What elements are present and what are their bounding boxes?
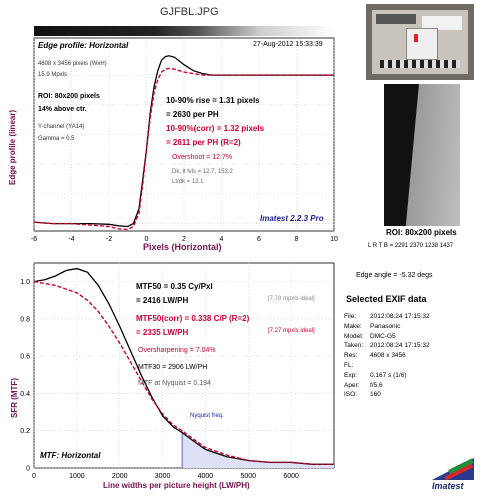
overshoot: Overshoot = 12.7%: [172, 154, 233, 161]
exif-row: Make: Panasonic: [344, 322, 401, 330]
y-tick-label: 0.8: [20, 316, 30, 323]
chart-thumbnail: [366, 4, 474, 80]
x-tick-label: 4: [220, 236, 224, 243]
x-tick-label: -4: [68, 236, 74, 243]
x-tick-label: 5000: [240, 473, 256, 480]
exif-row: File: 2012:08:24 17:15:32: [344, 313, 430, 320]
exif-row: Model: DMC-G5: [344, 332, 396, 340]
mtf50-line1: MTF50 = 0.35 Cy/Pxl: [136, 282, 213, 291]
series-line-corrected: [33, 280, 334, 465]
edge-mpxls: 15.9 Mpxls: [38, 72, 68, 78]
x-tick-label: 2: [182, 236, 186, 243]
exif-row: Taken: 2012:08:24 17:15:32: [344, 342, 430, 350]
edge-gamma: Gamma = 0.5: [38, 136, 75, 142]
exif-row: FL:: [344, 361, 354, 369]
mtf50-corr-line2: = 2335 LW/PH: [136, 328, 189, 337]
x-tick-label: -2: [106, 236, 112, 243]
y-tick-label: 0.6: [20, 354, 30, 361]
mtf-xlabel: Line widths per picture height (LW/PH): [103, 481, 250, 490]
edge-dims: 4608 x 3456 pixels (WxH): [38, 61, 107, 67]
edge-timestamp: 27-Aug-2012 15:33:39: [253, 41, 323, 48]
exif-table: File: 2012:08:24 17:15:32 Make: Panasonic …: [344, 312, 430, 400]
imatest-version: Imatest 2.2.3 Pro: [260, 214, 324, 223]
exif-row: ISO: 160: [344, 391, 381, 399]
rise-line1: 10-90% rise = 1.31 pixels: [166, 96, 260, 105]
edge-above: 14% above ctr.: [38, 106, 87, 113]
roi-size: ROI: 80x200 pixels: [386, 228, 457, 237]
rise-line2: = 2630 per PH: [166, 110, 219, 119]
edge-title: Edge profile: Horizontal: [38, 41, 129, 50]
mtf30: MTF30 = 2906 LW/PH: [138, 364, 208, 371]
y-tick-label: 0: [26, 466, 30, 473]
exif-row: Exp: 0.167 s (1/6): [344, 371, 407, 379]
roi-lrtb: L R T B = 2291 2370 1238 1437: [368, 243, 454, 249]
y-tick-label: 1.0: [20, 279, 30, 286]
roi-crop-image: [384, 84, 460, 226]
x-tick-label: 0: [145, 236, 149, 243]
edge-xlabel: Pixels (Horizontal): [143, 242, 222, 252]
edge-profile-chart: -6 -4 -2 0 2 4 6 8 10: [31, 37, 338, 243]
x-tick-label: 3000: [155, 473, 171, 480]
roi-marker: [414, 34, 418, 42]
ideal-mpxls-1: [7.78 mpxls ideal]: [268, 296, 315, 302]
edge-angle: Edge angle = -5.32 degs: [356, 272, 433, 279]
edge-ylabel: Edge profile (linear): [8, 109, 17, 185]
mtf-ylabel: SFR (MTF): [10, 378, 19, 418]
exif-row: Aper: f/5.6: [344, 381, 383, 389]
dark-light-levels: Dk, lt lvls = 12.7, 153.2: [172, 169, 233, 175]
ideal-mpxls-2: [7.27 mpxls ideal]: [268, 328, 315, 334]
mtf-at-nyquist: MTF at Nyquist = 0.194: [138, 380, 211, 387]
x-tick-label: 8: [295, 236, 299, 243]
mtf50-line2: = 2416 LW/PH: [136, 296, 189, 305]
tone-gradient-strip: [34, 26, 334, 36]
y-tick-label: 0.2: [20, 428, 30, 435]
mtf50-corr-line1: MTF50(corr) = 0.338 C/P (R=2): [136, 314, 250, 323]
file-title: GJFBL.JPG: [160, 6, 219, 18]
x-tick-label: 2000: [112, 473, 128, 480]
x-tick-label: 4000: [198, 473, 214, 480]
x-tick-label: 10: [330, 236, 338, 243]
x-tick-label: -6: [31, 236, 37, 243]
edge-channel: Y-channel (YA14): [38, 124, 85, 130]
nyquist-label: Nyquist freq.: [190, 413, 224, 419]
y-tick-label: 0.4: [20, 391, 30, 398]
imatest-logo-text: Imatest: [432, 481, 464, 491]
rise-corr-line1: 10-90%(corr) = 1.32 pixels: [166, 124, 265, 133]
series-line-corrected: [33, 67, 334, 231]
x-tick-label: 6: [257, 236, 261, 243]
x-tick-label: 0: [32, 473, 36, 480]
x-tick-label: 1000: [69, 473, 85, 480]
x-tick-label: 6000: [283, 473, 299, 480]
exif-row: Res: 4608 x 3456: [344, 352, 406, 360]
nyquist-shaded-region: [182, 432, 334, 468]
mtf-title: MTF: Horizontal: [40, 451, 101, 460]
light-dark-ratio: Lt/dk = 12.1: [172, 179, 204, 185]
imatest-logo: Imatest: [428, 458, 478, 494]
rise-corr-line2: = 2611 per PH (R=2): [166, 138, 241, 147]
oversharpening: Oversharpening = 7.04%: [138, 347, 216, 354]
mtf-chart: 0 1000 2000 3000 4000 5000 6000 0 0.2 0.4 0.6 0.8 1.…: [20, 262, 335, 480]
exif-title: Selected EXIF data: [346, 294, 427, 304]
edge-roi: ROI: 80x200 pixels: [38, 93, 100, 100]
